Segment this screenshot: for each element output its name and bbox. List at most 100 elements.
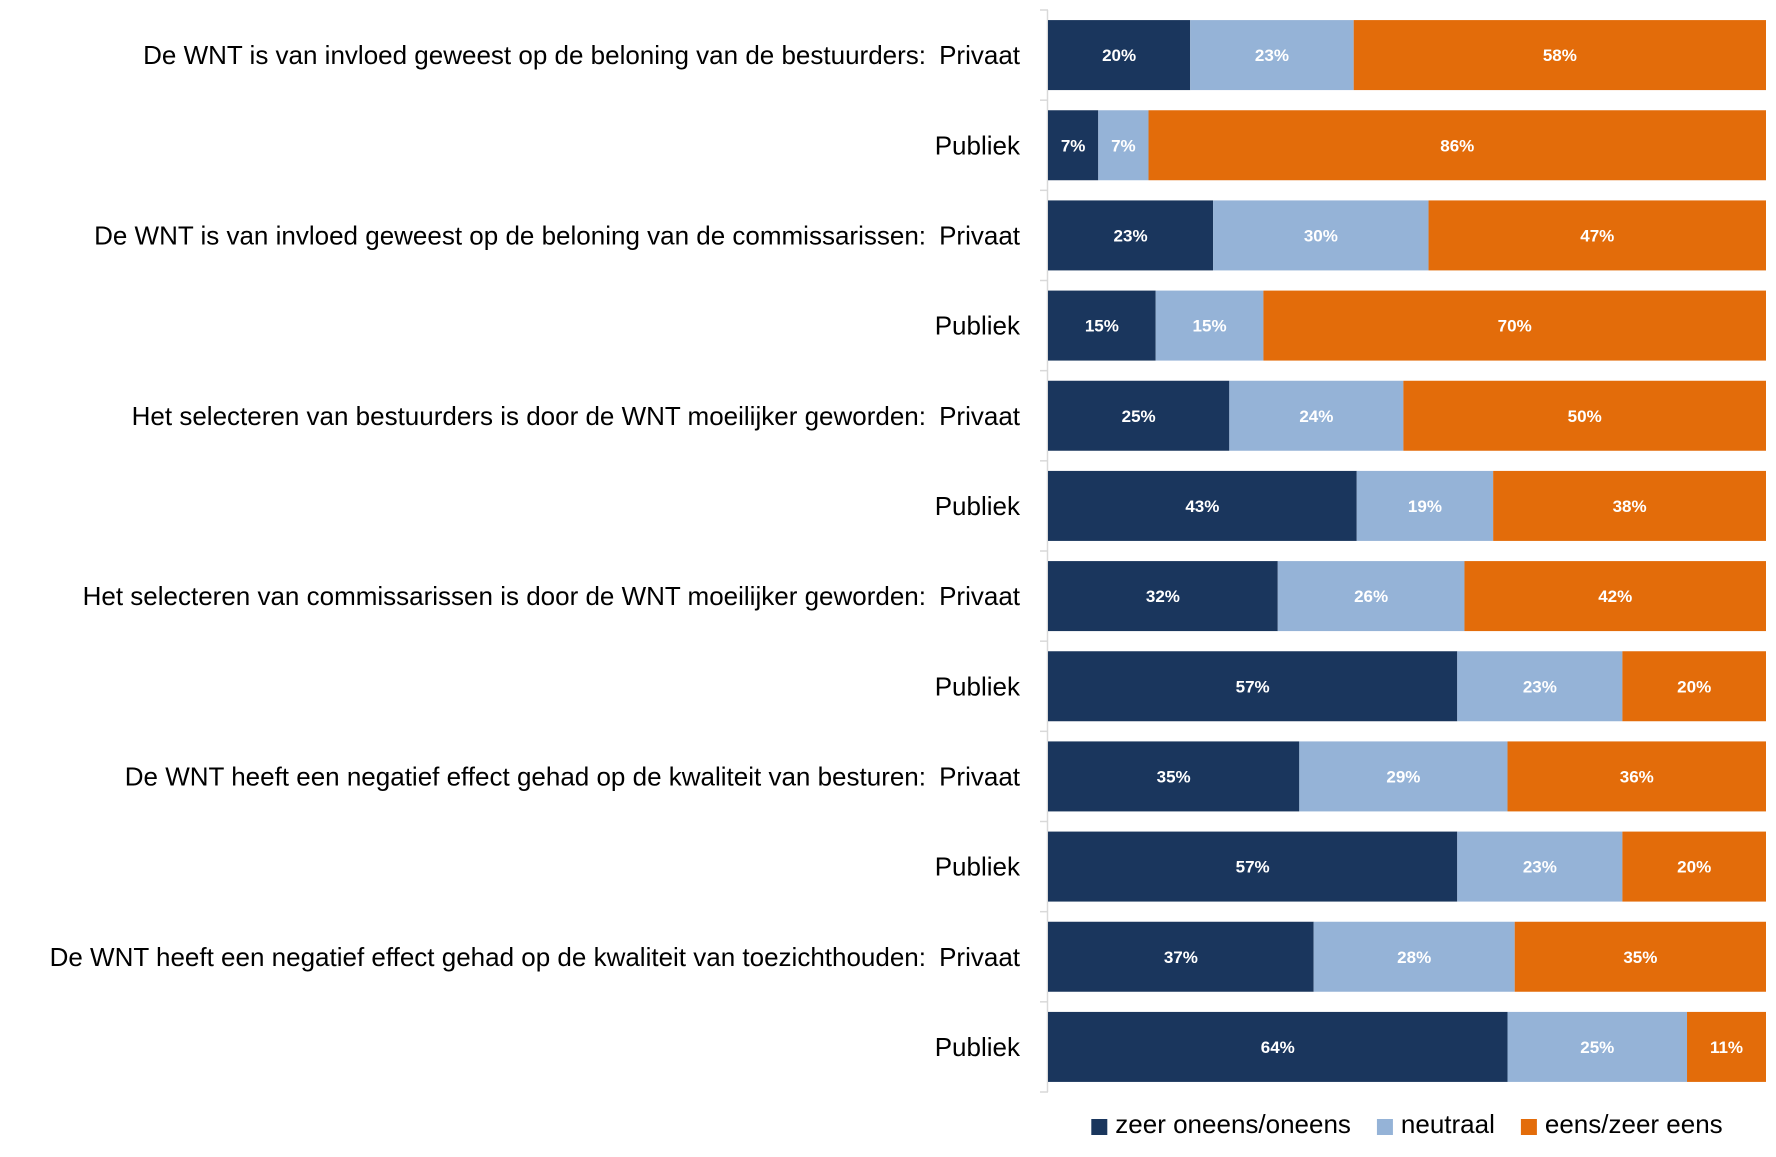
bar-segment — [1428, 200, 1766, 271]
group-label: Privaat — [939, 942, 1021, 972]
data-label: 23% — [1114, 226, 1148, 245]
data-label: 23% — [1523, 858, 1557, 877]
data-label: 58% — [1543, 46, 1577, 65]
legend-label: zeer oneens/oneens — [1115, 1109, 1351, 1139]
bar-segment — [1229, 380, 1404, 451]
legend: zeer oneens/oneens neutraal eens/zeer eens — [1091, 1109, 1723, 1139]
group-label: Privaat — [939, 581, 1021, 611]
bar-segment — [1263, 290, 1766, 361]
group-label: Publiek — [935, 491, 1021, 521]
bar-segment — [1353, 20, 1766, 91]
bar-segment — [1048, 380, 1230, 451]
bar-segment — [1048, 651, 1458, 722]
bar-segment — [1148, 110, 1766, 181]
data-label: 37% — [1164, 948, 1198, 967]
bar-segment — [1048, 290, 1156, 361]
data-label: 7% — [1061, 136, 1086, 155]
data-label: 25% — [1122, 407, 1156, 426]
data-label: 25% — [1580, 1038, 1614, 1057]
category-labels: Privaat De WNT is van invloed geweest op … — [50, 40, 1021, 1062]
bar-segment — [1514, 921, 1766, 992]
data-label: 35% — [1623, 948, 1657, 967]
data-label: 47% — [1580, 226, 1614, 245]
bar-segment — [1464, 561, 1766, 632]
data-label: 20% — [1677, 677, 1711, 696]
group-label: Privaat — [939, 401, 1021, 431]
data-label: 57% — [1236, 677, 1270, 696]
statement-label: Het selecteren van commissarissen is doo… — [83, 581, 926, 611]
bar-segment — [1457, 651, 1623, 722]
data-label: 86% — [1440, 136, 1474, 155]
bar-segment — [1213, 200, 1429, 271]
legend-label: eens/zeer eens — [1545, 1109, 1723, 1139]
data-label: 28% — [1397, 948, 1431, 967]
bar-segment — [1048, 470, 1357, 541]
legend-label: neutraal — [1401, 1109, 1495, 1139]
bar-segment — [1048, 561, 1278, 632]
data-label: 43% — [1185, 497, 1219, 516]
data-label: 11% — [1710, 1038, 1743, 1057]
statement-label: De WNT heeft een negatief effect gehad o… — [50, 942, 926, 972]
group-label: Publiek — [935, 311, 1021, 341]
group-label: Publiek — [935, 671, 1021, 701]
data-label: 20% — [1102, 46, 1136, 65]
data-label: 64% — [1261, 1038, 1295, 1057]
data-label: 20% — [1677, 858, 1711, 877]
statement-label: Het selecteren van bestuurders is door d… — [132, 401, 926, 431]
bar-segment — [1048, 20, 1191, 91]
bar-segment — [1048, 831, 1458, 902]
data-label: 57% — [1236, 858, 1270, 877]
data-label: 32% — [1146, 587, 1180, 606]
bar-segment — [1190, 20, 1354, 91]
bar-segment — [1507, 1011, 1688, 1082]
bar-segment — [1622, 651, 1766, 722]
data-label: 70% — [1498, 317, 1532, 336]
data-label: 35% — [1157, 767, 1191, 786]
data-label: 24% — [1299, 407, 1333, 426]
bar-segment — [1048, 110, 1099, 181]
data-label: 29% — [1386, 767, 1420, 786]
bar-segment — [1493, 470, 1766, 541]
legend-swatch — [1520, 1119, 1537, 1135]
group-label: Privaat — [939, 761, 1021, 791]
statement-label: De WNT is van invloed geweest op de belo… — [143, 40, 926, 70]
data-label: 42% — [1598, 587, 1632, 606]
statement-label: De WNT heeft een negatief effect gehad o… — [125, 761, 926, 791]
group-label: Privaat — [939, 40, 1021, 70]
bar-segment — [1313, 921, 1515, 992]
bar-segment — [1622, 831, 1766, 902]
bar-segment — [1299, 741, 1508, 812]
data-label: 30% — [1304, 226, 1338, 245]
bar-segment — [1048, 1011, 1508, 1082]
bar-segment — [1098, 110, 1149, 181]
group-label: Publiek — [935, 1032, 1021, 1062]
data-label: 15% — [1085, 317, 1119, 336]
bar-segment — [1403, 380, 1766, 451]
group-label: Publiek — [935, 130, 1021, 160]
group-label: Privaat — [939, 220, 1021, 250]
bar-segment — [1507, 741, 1766, 812]
bar-segment — [1457, 831, 1623, 902]
data-label: 7% — [1111, 136, 1136, 155]
legend-swatch — [1376, 1119, 1393, 1135]
data-label: 26% — [1354, 587, 1388, 606]
category-axis — [1040, 9, 1049, 1093]
data-label: 36% — [1620, 767, 1654, 786]
bar-segment — [1048, 741, 1300, 812]
bar-segment — [1155, 290, 1264, 361]
data-label: 50% — [1568, 407, 1602, 426]
bar-segment — [1356, 470, 1494, 541]
group-label: Publiek — [935, 852, 1021, 882]
statement-label: De WNT is van invloed geweest op de belo… — [94, 220, 926, 250]
data-label: 38% — [1613, 497, 1647, 516]
legend-swatch — [1091, 1119, 1108, 1135]
bar-segment — [1048, 200, 1214, 271]
data-label: 15% — [1193, 317, 1227, 336]
data-label: 23% — [1255, 46, 1289, 65]
bar-segment — [1277, 561, 1465, 632]
data-label: 19% — [1408, 497, 1442, 516]
bar-segment — [1048, 921, 1314, 992]
bar-segment — [1687, 1011, 1766, 1082]
